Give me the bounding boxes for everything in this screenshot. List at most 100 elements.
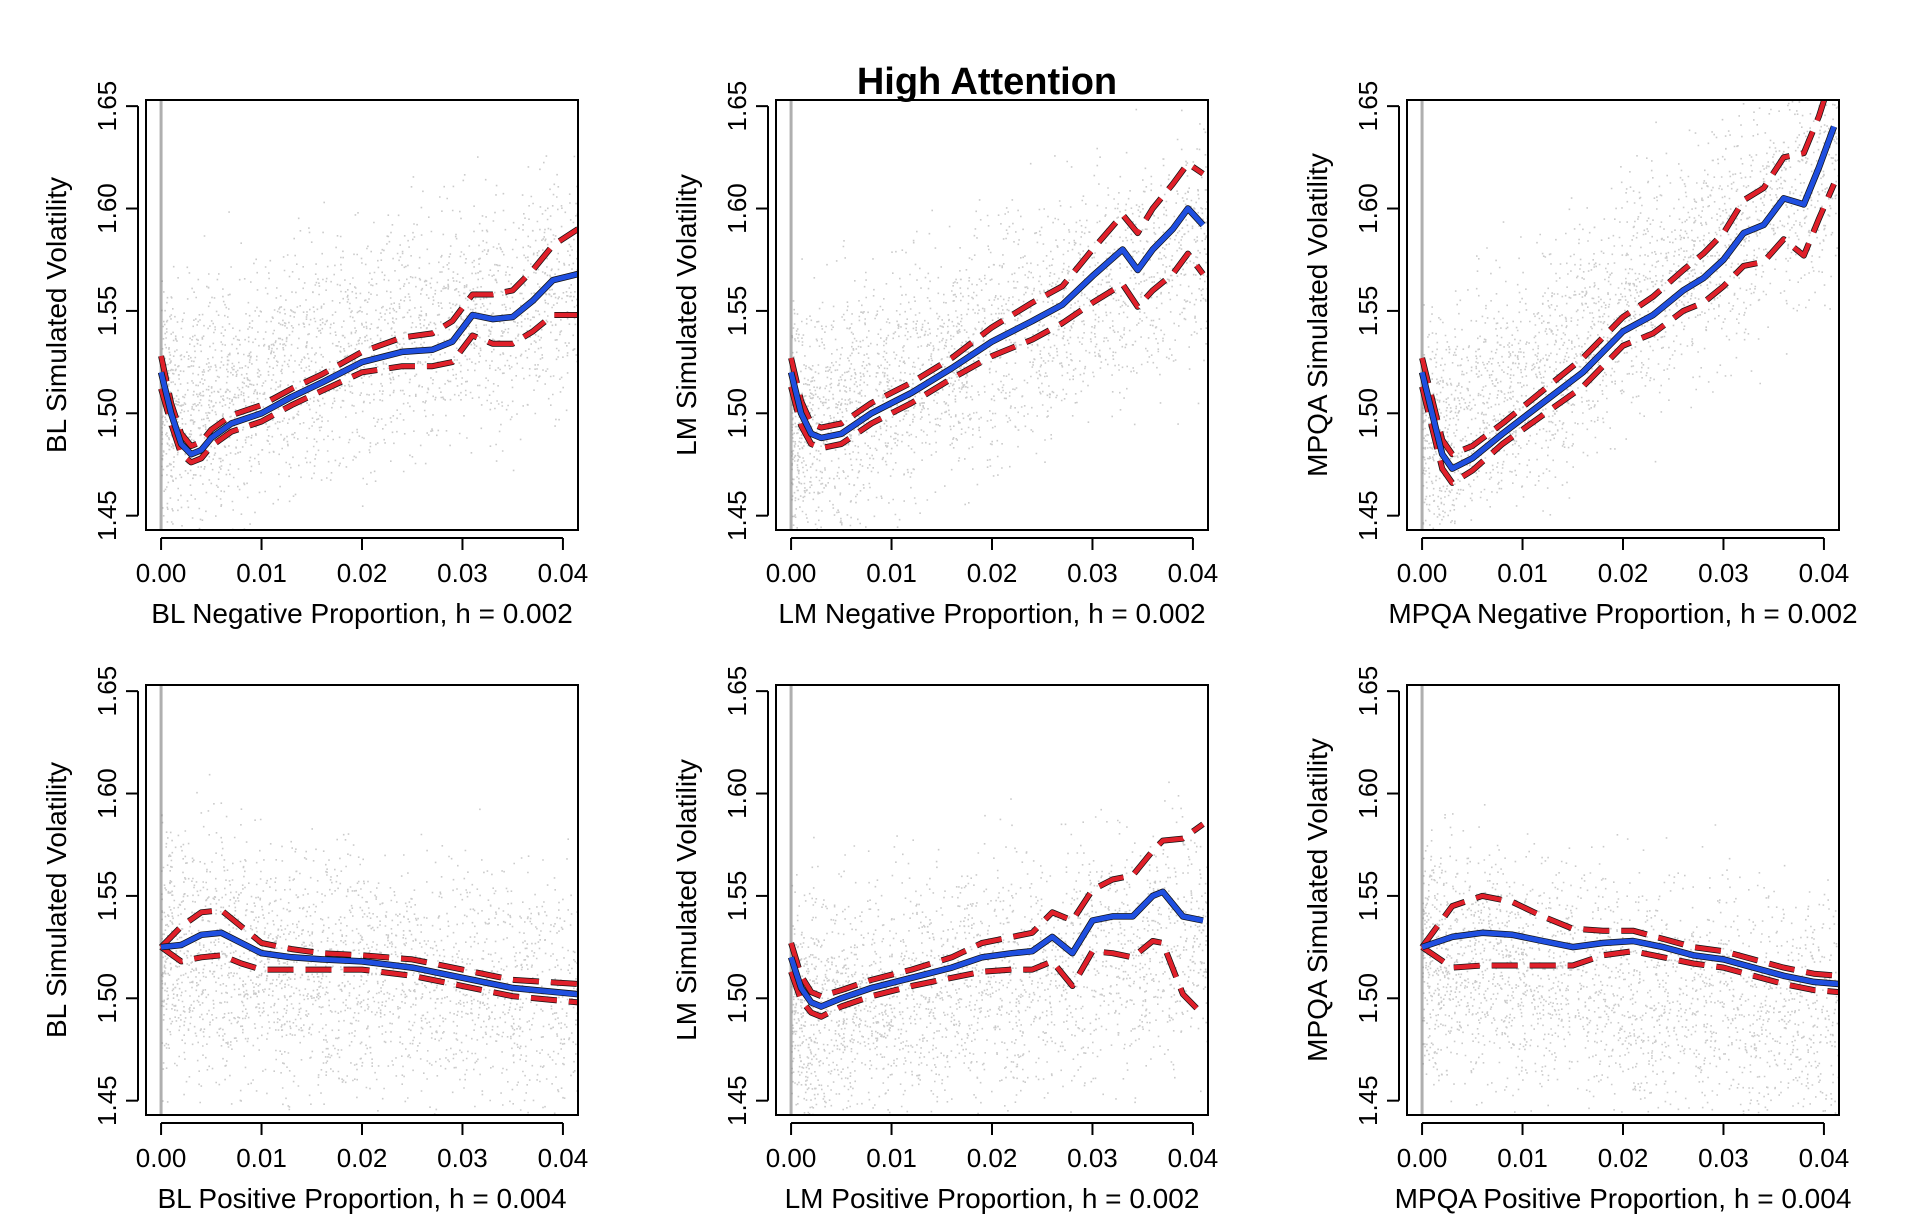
confidence-band-1 [1419,100,1827,457]
x-tick-label: 0.03 [437,1143,488,1173]
plot-area [787,100,1208,530]
plot-frame [1406,684,1840,1116]
scatter-points [1422,100,1839,530]
plot-frame [1406,99,1840,531]
x-tick-label: 0.03 [1698,558,1749,588]
y-tick-label: 1.60 [1353,768,1383,819]
y-tick-label: 1.45 [722,1075,752,1126]
y-axis: 1.45 1.50 1.55 1.60 1.65 [1353,666,1400,1126]
confidence-band-2 [159,945,578,1005]
y-axis-label: BL Simulated Volatility [41,177,72,453]
confidence-band-2 [788,251,1205,451]
x-tick-label: 0.01 [866,1143,917,1173]
y-tick-label: 1.60 [92,183,122,234]
x-tick-label: 0.04 [1799,558,1850,588]
scatter-points [791,781,1208,1115]
panel-4: 0.00 0.01 0.02 0.03 0.04 BL Positive Proporti… [41,666,588,1214]
x-axis-label: MPQA Positive Proportion, h = 0.004 [1395,1183,1852,1214]
y-tick-label: 1.65 [722,81,752,132]
y-tick-label: 1.65 [722,666,752,717]
y-tick-label: 1.45 [1353,1075,1383,1126]
plot-frame [145,684,579,1116]
x-tick-label: 0.04 [1168,558,1219,588]
y-axis: 1.45 1.50 1.55 1.60 1.65 [722,81,769,541]
plot-area [157,100,578,530]
x-tick-label: 0.00 [136,1143,187,1173]
y-axis-label: LM Simulated Volatility [671,759,702,1041]
x-tick-label: 0.02 [967,1143,1018,1173]
panel-2: 0.00 0.01 0.02 0.03 0.04 LM Negative Proporti… [671,81,1218,629]
confidence-band-1 [788,822,1205,999]
panel-3: 0.00 0.01 0.02 0.03 0.04 MPQA Negative Propor… [1302,81,1858,629]
x-tick-label: 0.02 [337,1143,388,1173]
confidence-band-1 [1420,893,1839,979]
fit-line [1421,930,1839,987]
x-tick-label: 0.01 [866,558,917,588]
y-tick-label: 1.50 [92,388,122,439]
plot-area [1419,685,1839,1115]
x-tick-label: 0.00 [1397,1143,1448,1173]
x-tick-label: 0.01 [1497,558,1548,588]
y-tick-label: 1.65 [92,666,122,717]
y-tick-label: 1.45 [722,490,752,541]
x-tick-label: 0.00 [766,1143,817,1173]
panel-5: 0.00 0.01 0.02 0.03 0.04 LM Positive Proporti… [671,666,1218,1214]
scatter-points [791,108,1208,530]
x-tick-label: 0.00 [136,558,187,588]
x-tick-label: 0.02 [1598,1143,1649,1173]
plot-area [158,685,578,1115]
panel-6: 0.00 0.01 0.02 0.03 0.04 MPQA Positive Propor… [1302,666,1851,1214]
y-tick-label: 1.45 [1353,490,1383,541]
plot-frame [775,684,1209,1116]
plot-area [788,685,1208,1115]
y-tick-label: 1.50 [722,973,752,1024]
x-tick-label: 0.04 [1799,1143,1850,1173]
band-outline-2 [1420,944,1839,996]
x-tick-label: 0.04 [1168,1143,1219,1173]
x-tick-label: 0.03 [1067,558,1118,588]
y-tick-label: 1.50 [1353,388,1383,439]
x-tick-label: 0.00 [766,558,817,588]
y-axis-label: BL Simulated Volatility [41,762,72,1038]
y-tick-label: 1.55 [722,871,752,922]
plot-frame [775,99,1209,531]
x-tick-label: 0.01 [236,558,287,588]
x-axis-label: LM Negative Proportion, h = 0.002 [778,598,1205,629]
fit-line [788,889,1204,1009]
scatter-points [161,155,578,530]
confidence-band-2 [1419,183,1837,486]
x-tick-label: 0.04 [538,558,589,588]
figure-title: High Attention [857,61,1117,103]
y-tick-label: 1.65 [92,81,122,132]
y-tick-label: 1.50 [92,973,122,1024]
x-axis-label: BL Positive Proportion, h = 0.004 [157,1183,566,1214]
y-tick-label: 1.60 [722,183,752,234]
band-outline-1 [788,160,1205,431]
y-axis-label: MPQA Simulated Volatility [1302,738,1333,1062]
y-tick-label: 1.60 [722,768,752,819]
fit-line [160,930,578,997]
y-tick-label: 1.55 [1353,871,1383,922]
y-tick-label: 1.55 [92,286,122,337]
y-axis: 1.45 1.50 1.55 1.60 1.65 [1353,81,1400,541]
x-tick-label: 0.03 [1067,1143,1118,1173]
confidence-band-2 [158,312,578,465]
y-tick-label: 1.55 [92,871,122,922]
x-axis-label: LM Positive Proportion, h = 0.002 [785,1183,1200,1214]
y-tick-label: 1.60 [92,768,122,819]
confidence-band-2 [788,938,1205,1019]
y-tick-label: 1.50 [722,388,752,439]
x-axis: 0.00 0.01 0.02 0.03 0.04 [766,1122,1219,1173]
band-outline-2 [158,312,578,466]
confidence-band-2 [1420,945,1839,995]
x-axis: 0.00 0.01 0.02 0.03 0.04 [136,537,589,588]
y-axis-label: MPQA Simulated Volatility [1302,153,1333,477]
y-tick-label: 1.45 [92,490,122,541]
y-axis: 1.45 1.50 1.55 1.60 1.65 [92,81,139,541]
y-tick-label: 1.45 [92,1075,122,1126]
confidence-band-1 [159,907,578,987]
y-axis: 1.45 1.50 1.55 1.60 1.65 [92,666,139,1126]
y-axis-label: LM Simulated Volatility [671,174,702,456]
x-tick-label: 0.02 [1598,558,1649,588]
x-axis: 0.00 0.01 0.02 0.03 0.04 [1397,537,1850,588]
